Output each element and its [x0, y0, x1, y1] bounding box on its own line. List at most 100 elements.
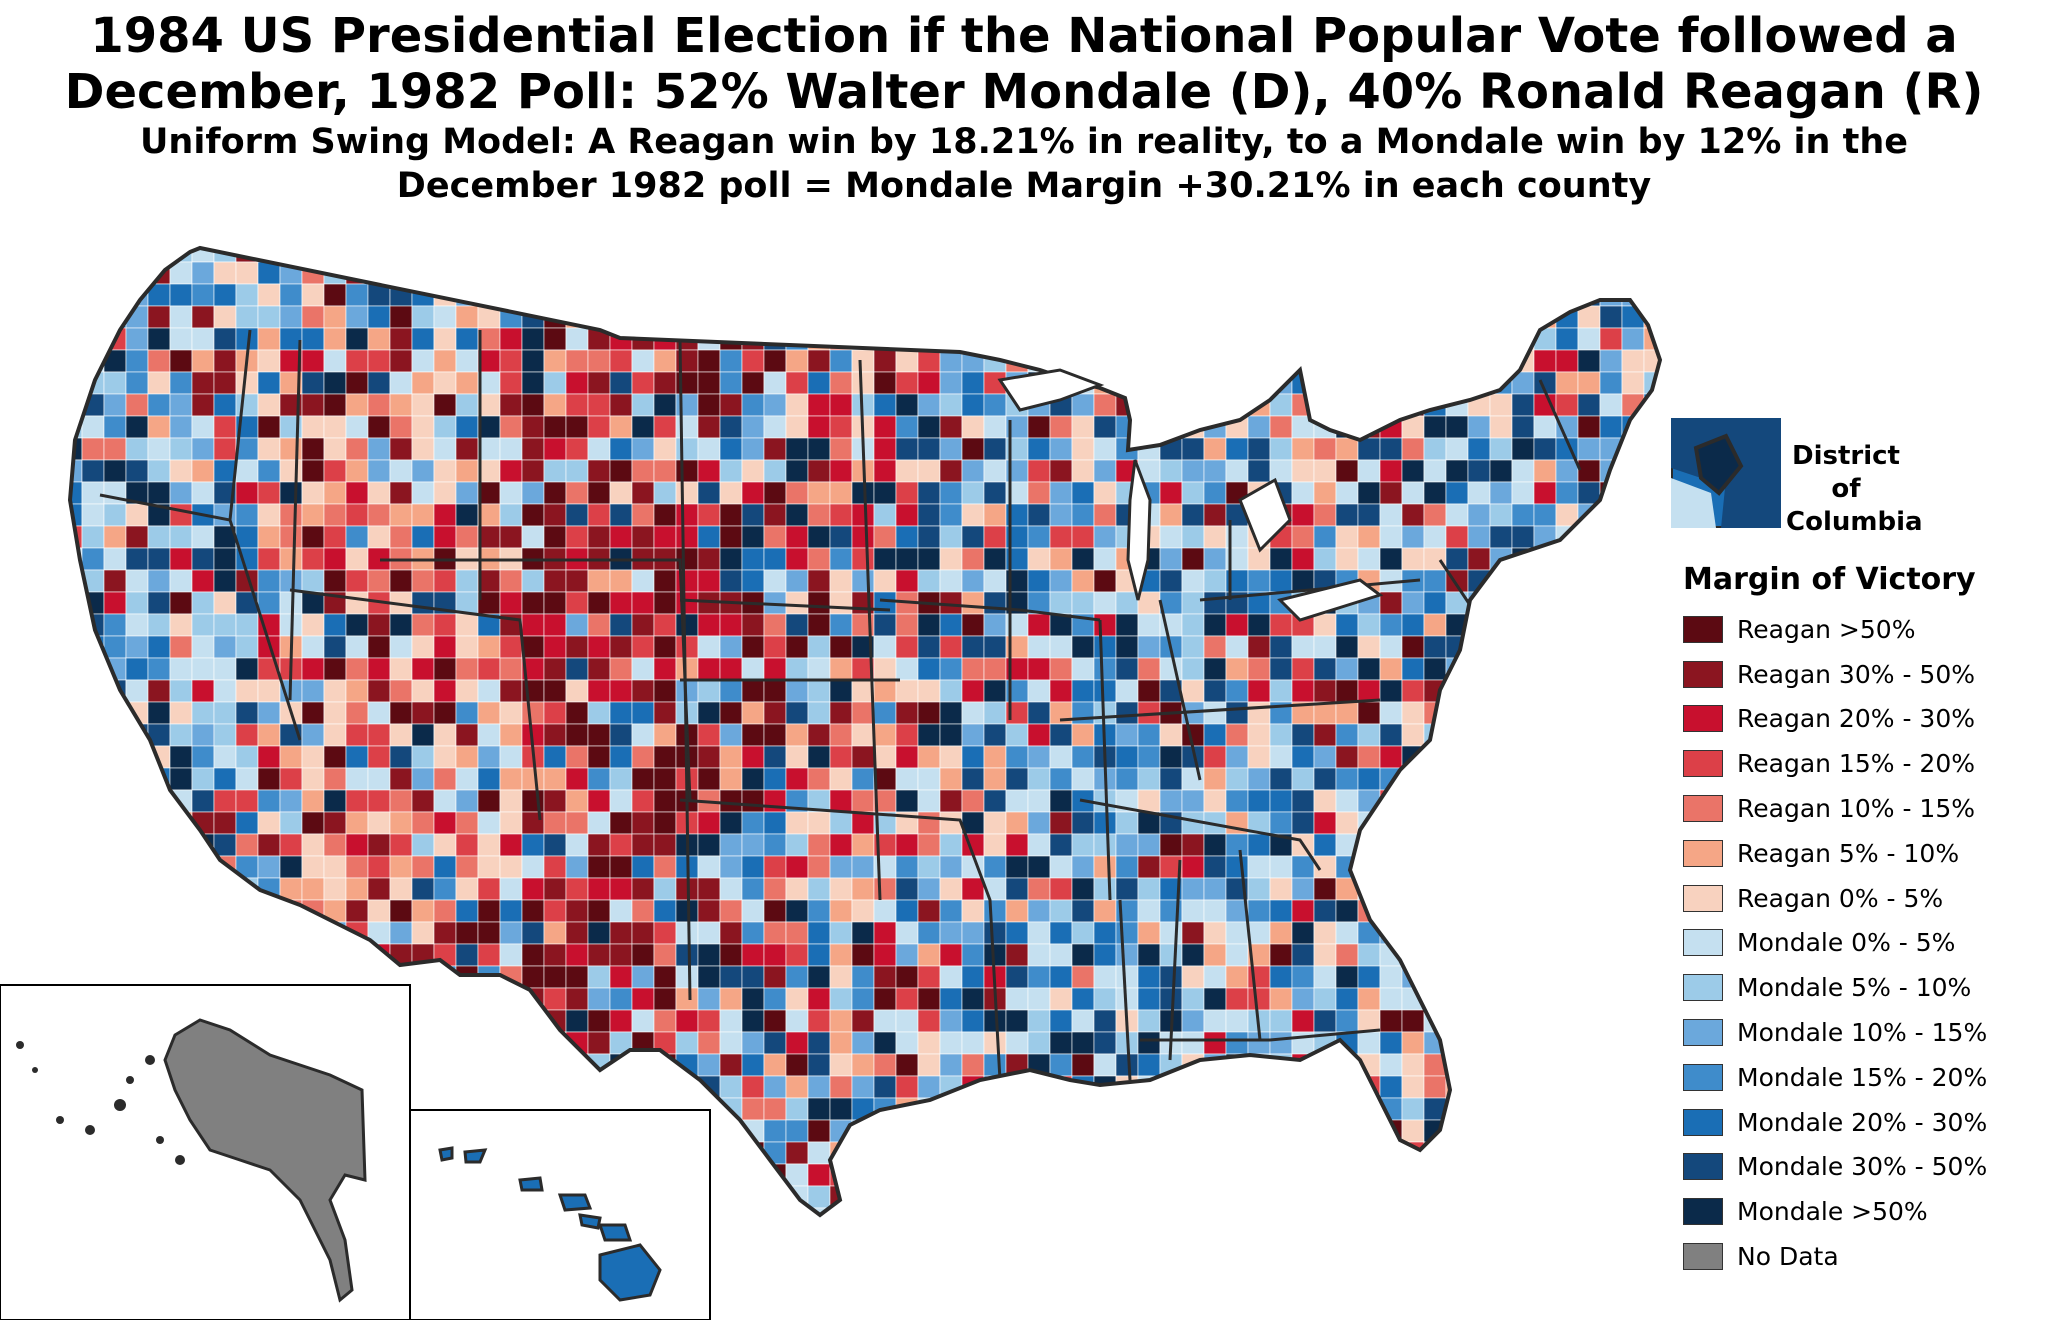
county-cell — [1137, 415, 1161, 439]
county-cell — [763, 283, 787, 307]
county-cell — [917, 613, 941, 637]
county-cell — [1577, 525, 1601, 549]
county-cell — [81, 481, 105, 505]
county-cell — [785, 591, 809, 615]
county-cell — [829, 877, 853, 901]
county-cell — [125, 371, 149, 395]
hawaii-inset-frame — [409, 1109, 711, 1320]
county-cell — [1401, 261, 1425, 285]
county-cell — [1423, 569, 1447, 593]
county-cell — [983, 811, 1007, 835]
county-cell — [411, 965, 435, 989]
county-cell — [1489, 1053, 1513, 1077]
county-cell — [1269, 1009, 1293, 1033]
county-cell — [103, 459, 127, 483]
county-cell — [939, 943, 963, 967]
county-cell — [763, 1009, 787, 1033]
county-cell — [851, 965, 875, 989]
county-cell — [1621, 767, 1645, 791]
county-cell — [1049, 723, 1073, 747]
county-cell — [1511, 899, 1535, 923]
county-cell — [169, 327, 193, 351]
county-cell — [653, 613, 677, 637]
county-cell — [1269, 1031, 1293, 1055]
county-cell — [719, 305, 743, 329]
county-cell — [345, 679, 369, 703]
county-cell — [70, 877, 83, 901]
county-cell — [1181, 1031, 1205, 1055]
county-cell — [785, 305, 809, 329]
county-cell — [939, 635, 963, 659]
county-cell — [455, 921, 479, 945]
county-cell — [961, 1031, 985, 1055]
county-cell — [1027, 1075, 1051, 1099]
county-cell — [697, 987, 721, 1011]
county-cell — [609, 437, 633, 461]
county-cell — [191, 371, 215, 395]
county-cell — [521, 899, 545, 923]
county-cell — [213, 349, 237, 373]
county-cell — [1225, 437, 1249, 461]
county-cell — [433, 503, 457, 527]
county-cell — [1511, 305, 1535, 329]
county-cell — [169, 525, 193, 549]
county-cell — [653, 877, 677, 901]
county-cell — [1599, 965, 1623, 989]
county-cell — [763, 1207, 787, 1215]
county-cell — [1027, 305, 1051, 329]
county-cell — [1159, 767, 1183, 791]
county-cell — [1181, 525, 1205, 549]
county-cell — [939, 371, 963, 395]
county-cell — [1225, 248, 1249, 263]
county-cell — [1401, 459, 1425, 483]
legend-label: Mondale 0% - 5% — [1737, 928, 1956, 958]
county-cell — [1291, 723, 1315, 747]
county-cell — [873, 503, 897, 527]
county-cell — [1137, 305, 1161, 329]
county-cell — [1027, 1207, 1051, 1215]
county-cell — [565, 591, 589, 615]
county-cell — [895, 393, 919, 417]
county-cell — [1379, 723, 1403, 747]
county-cell — [1533, 745, 1557, 769]
county-cell — [1599, 1141, 1623, 1165]
county-cell — [1203, 789, 1227, 813]
county-cell — [1181, 965, 1205, 989]
county-cell — [1115, 855, 1139, 879]
county-cell — [1467, 987, 1491, 1011]
county-cell — [1445, 283, 1469, 307]
county-cell — [213, 679, 237, 703]
county-cell — [1093, 613, 1117, 637]
county-cell — [1445, 987, 1469, 1011]
county-cell — [1357, 305, 1381, 329]
legend-swatch — [1683, 705, 1723, 733]
county-cell — [1049, 1207, 1073, 1215]
county-cell — [961, 701, 985, 725]
county-cell — [1291, 349, 1315, 373]
county-cell — [279, 921, 303, 945]
county-cell — [653, 349, 677, 373]
county-cell — [609, 261, 633, 285]
county-cell — [895, 547, 919, 571]
county-cell — [961, 1097, 985, 1121]
county-cell — [213, 591, 237, 615]
county-cell — [1093, 283, 1117, 307]
county-cell — [1203, 1185, 1227, 1209]
county-cell — [1511, 1185, 1535, 1209]
county-cell — [1643, 1075, 1660, 1099]
county-cell — [631, 1075, 655, 1099]
county-cell — [807, 349, 831, 373]
county-cell — [1511, 943, 1535, 967]
county-cell — [983, 415, 1007, 439]
county-cell — [895, 855, 919, 879]
county-cell — [785, 767, 809, 791]
county-cell — [81, 591, 105, 615]
county-cell — [1511, 503, 1535, 527]
county-cell — [1049, 965, 1073, 989]
county-cell — [70, 657, 83, 681]
county-cell — [389, 437, 413, 461]
county-cell — [257, 767, 281, 791]
county-cell — [1467, 547, 1491, 571]
legend-swatch — [1683, 884, 1723, 912]
county-cell — [829, 833, 853, 857]
